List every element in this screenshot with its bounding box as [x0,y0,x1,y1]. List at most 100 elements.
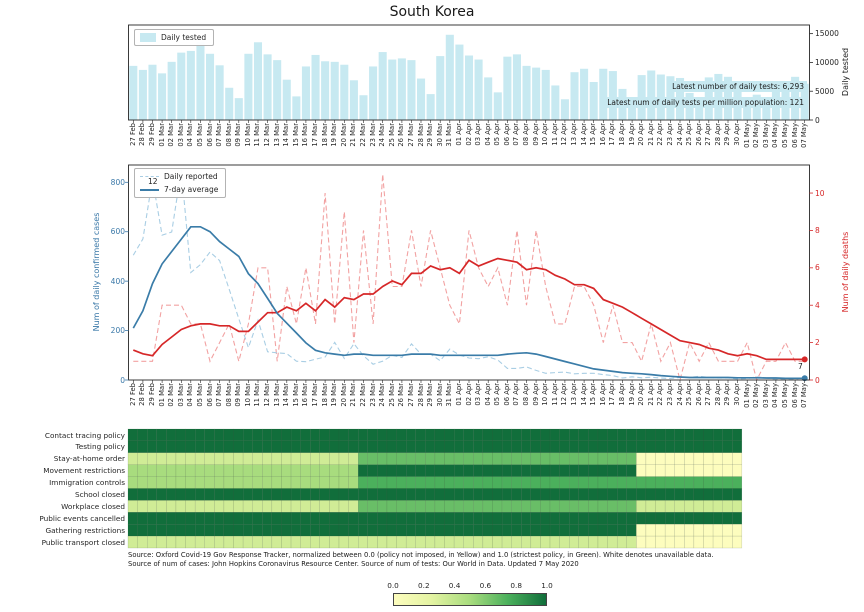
policy-cell [588,464,599,477]
policy-cell [626,476,637,489]
policy-cell [415,464,426,477]
policy-cell [147,452,157,465]
date-tick-label: 17 Mar [311,383,320,407]
policy-cell [271,488,282,501]
policy-cell [732,488,743,501]
policy-cell [415,524,426,537]
policy-row-label: Workplace closed [61,501,125,511]
policy-cell [693,512,704,525]
policy-cell [290,488,301,501]
policy-cell [732,452,743,465]
policy-cell [655,452,666,465]
daily-tested-bar [273,60,282,120]
policy-cell [521,535,532,549]
date-tick-label: 18 Apr [617,123,626,146]
policy-cell [703,524,714,537]
date-tick-label: 14 Apr [579,383,588,406]
policy-cell [569,488,579,501]
policy-cell [722,535,733,549]
policy-cell [290,464,301,477]
policy-cell [607,440,618,453]
policy-cell [377,440,388,453]
policy-cell [501,535,512,549]
date-tick-label: 23 Mar [368,383,377,407]
daily-tested-bar [532,67,541,120]
policy-cell [655,524,666,537]
policy-cell [185,452,196,465]
policy-cell [636,476,647,489]
policy-cell [242,464,253,477]
policy-cell [185,512,196,525]
date-tick-label: 07 May [800,123,809,148]
tested-ytick-label: 10000 [815,57,839,67]
daily-tested-bar [196,42,205,120]
date-tick-label: 29 Mar [426,383,435,407]
policy-cell [636,464,647,477]
date-tick-label: 28 Apr [713,123,722,146]
policy-cell [252,440,263,453]
policy-cell [444,452,455,465]
policy-cell [396,524,407,537]
policy-cell [204,500,215,513]
policy-cell [405,500,416,513]
policy-cell [521,488,532,501]
policy-cell [626,452,637,465]
policy-cell [492,535,503,549]
policy-cell [310,512,321,525]
date-tick-label: 01 May [742,383,751,408]
deaths-ytick-label: 10 [815,188,825,198]
policy-cell [358,440,368,453]
policy-cell [310,500,321,513]
policy-cell [127,476,138,489]
policy-cell [559,476,570,489]
policy-cell [281,488,292,501]
date-tick-label: 02 Apr [464,383,473,406]
policy-cell [290,440,301,453]
policy-cell [559,464,570,477]
policy-cell [396,476,407,489]
policy-cell [242,428,253,442]
date-tick-label: 22 Mar [358,383,367,407]
date-tick-label: 06 May [790,383,799,408]
policy-cell [348,535,359,549]
date-tick-label: 07 Mar [215,123,224,147]
date-tick-label: 05 Mar [195,383,204,407]
policy-cell [204,512,215,525]
policy-cell [559,440,570,453]
policy-cell [415,428,426,442]
daily-tested-bar [714,73,723,120]
policy-cell [434,452,445,465]
policy-cell [578,524,589,537]
daily-reported-line [132,169,805,381]
date-tick-label: 08 Mar [224,383,233,407]
date-tick-label: 02 Mar [167,383,176,407]
policy-cell [290,428,301,442]
policy-cell [626,512,637,525]
deaths-ytick-label: 4 [815,300,820,310]
policy-cell [530,428,541,442]
policy-cell [214,428,225,442]
date-tick-label: 16 Apr [598,123,607,146]
policy-cell [693,428,704,442]
policy-cell [242,500,253,513]
daily-tested-bar [349,80,358,120]
date-tick-label: 14 Mar [282,383,291,407]
policy-cell [578,488,589,501]
policy-cell [194,512,205,525]
policy-cell [645,428,656,442]
policy-cell [511,500,522,513]
policy-cell [252,428,263,442]
daily-tested-bar [359,95,368,120]
date-tick-label: 17 Mar [311,123,320,147]
policy-cell [137,524,148,537]
policy-cell [722,428,733,442]
policy-cell [607,488,618,501]
policy-cell [684,464,695,477]
policy-cell [732,476,743,489]
date-tick-label: 12 Apr [560,383,569,406]
policy-cell [147,440,157,453]
policy-cell [377,464,388,477]
date-tick-label: 09 Apr [531,123,540,146]
date-tick-label: 11 Apr [550,383,559,406]
policy-cell [655,476,666,489]
